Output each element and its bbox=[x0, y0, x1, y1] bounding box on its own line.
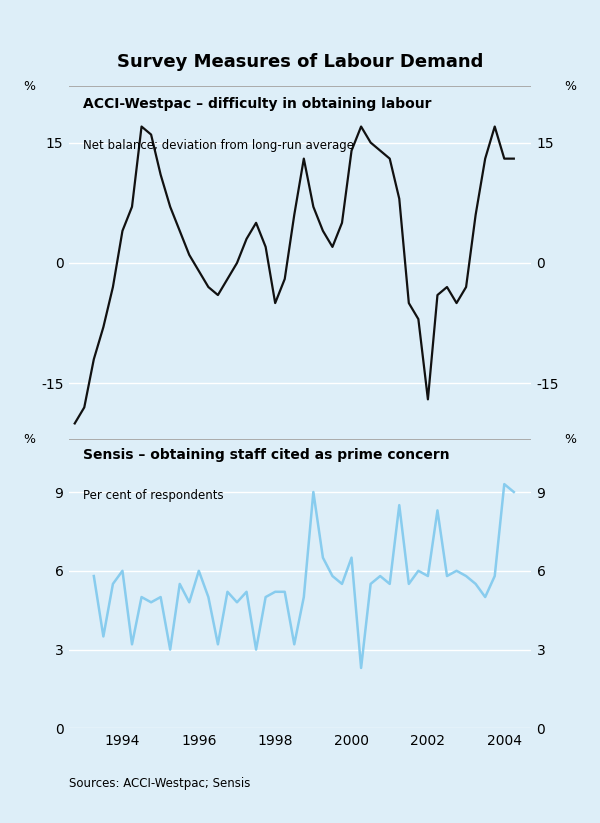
Text: %: % bbox=[24, 433, 36, 446]
Text: ACCI-Westpac – difficulty in obtaining labour: ACCI-Westpac – difficulty in obtaining l… bbox=[83, 97, 431, 111]
Text: Survey Measures of Labour Demand: Survey Measures of Labour Demand bbox=[117, 53, 483, 72]
Text: %: % bbox=[564, 433, 576, 446]
Text: Net balance; deviation from long-run average: Net balance; deviation from long-run ave… bbox=[83, 139, 354, 152]
Text: %: % bbox=[564, 80, 576, 93]
Text: Per cent of respondents: Per cent of respondents bbox=[83, 489, 223, 501]
Text: Sources: ACCI-Westpac; Sensis: Sources: ACCI-Westpac; Sensis bbox=[69, 777, 250, 790]
Text: %: % bbox=[24, 80, 36, 93]
Text: Sensis – obtaining staff cited as prime concern: Sensis – obtaining staff cited as prime … bbox=[83, 449, 449, 463]
